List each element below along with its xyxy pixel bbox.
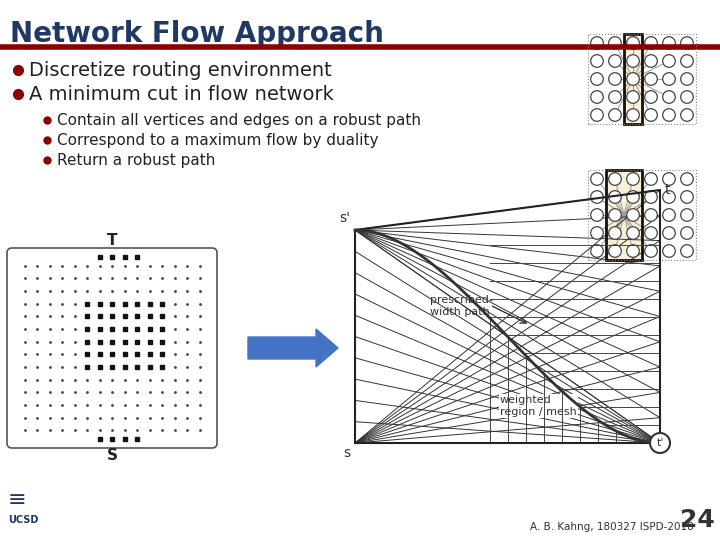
Bar: [606, 170, 642, 260]
Circle shape: [590, 109, 603, 122]
Circle shape: [626, 227, 639, 239]
Text: 24: 24: [680, 508, 715, 532]
Circle shape: [644, 37, 657, 49]
Circle shape: [662, 55, 675, 68]
Text: T: T: [107, 233, 117, 248]
Text: UCSD: UCSD: [8, 515, 38, 525]
Circle shape: [680, 109, 693, 122]
Circle shape: [626, 191, 639, 203]
Bar: [624, 34, 642, 124]
Circle shape: [608, 91, 621, 103]
Circle shape: [590, 208, 603, 221]
Bar: [606, 170, 642, 260]
Circle shape: [590, 73, 603, 85]
Circle shape: [608, 173, 621, 185]
Circle shape: [644, 55, 657, 68]
Circle shape: [590, 245, 603, 257]
Circle shape: [590, 55, 603, 68]
Text: ≡: ≡: [8, 490, 27, 510]
Circle shape: [644, 227, 657, 239]
Circle shape: [644, 208, 657, 221]
Circle shape: [662, 227, 675, 239]
Circle shape: [644, 73, 657, 85]
Circle shape: [626, 73, 639, 85]
Circle shape: [680, 245, 693, 257]
Circle shape: [608, 73, 621, 85]
Text: s: s: [343, 446, 350, 460]
Circle shape: [608, 191, 621, 203]
Text: prescribed-
width path: prescribed- width path: [430, 295, 493, 316]
Text: Discretize routing environment: Discretize routing environment: [29, 60, 332, 79]
Circle shape: [626, 173, 639, 185]
Circle shape: [608, 37, 621, 49]
Circle shape: [590, 227, 603, 239]
Text: weighted
region / mesh: weighted region / mesh: [500, 395, 577, 416]
Circle shape: [608, 55, 621, 68]
Text: Contain all vertices and edges on a robust path: Contain all vertices and edges on a robu…: [57, 112, 421, 127]
Circle shape: [662, 91, 675, 103]
Circle shape: [662, 208, 675, 221]
Circle shape: [644, 191, 657, 203]
Circle shape: [608, 109, 621, 122]
Circle shape: [626, 55, 639, 68]
Circle shape: [644, 173, 657, 185]
Bar: [588, 170, 696, 260]
Bar: [588, 34, 696, 124]
Circle shape: [644, 91, 657, 103]
Circle shape: [662, 37, 675, 49]
Circle shape: [662, 173, 675, 185]
FancyArrow shape: [248, 329, 338, 367]
Circle shape: [680, 37, 693, 49]
Circle shape: [680, 91, 693, 103]
Circle shape: [626, 245, 639, 257]
Circle shape: [662, 109, 675, 122]
Circle shape: [680, 208, 693, 221]
Circle shape: [626, 37, 639, 49]
Circle shape: [680, 73, 693, 85]
Text: A. B. Kahng, 180327 ISPD-2018: A. B. Kahng, 180327 ISPD-2018: [530, 522, 694, 532]
Circle shape: [626, 91, 639, 103]
Circle shape: [680, 227, 693, 239]
FancyBboxPatch shape: [7, 248, 217, 448]
Circle shape: [608, 245, 621, 257]
Circle shape: [644, 109, 657, 122]
Circle shape: [626, 109, 639, 122]
Text: Network Flow Approach: Network Flow Approach: [10, 20, 384, 48]
Circle shape: [608, 208, 621, 221]
Text: Return a robust path: Return a robust path: [57, 152, 215, 167]
Text: t': t': [656, 438, 664, 448]
Circle shape: [680, 173, 693, 185]
Circle shape: [662, 73, 675, 85]
Circle shape: [590, 37, 603, 49]
Circle shape: [680, 55, 693, 68]
Circle shape: [590, 91, 603, 103]
Circle shape: [626, 208, 639, 221]
Circle shape: [662, 191, 675, 203]
Text: A minimum cut in flow network: A minimum cut in flow network: [29, 84, 334, 104]
Circle shape: [662, 245, 675, 257]
Bar: [624, 34, 642, 124]
Circle shape: [644, 245, 657, 257]
Text: Correspond to a maximum flow by duality: Correspond to a maximum flow by duality: [57, 132, 379, 147]
Text: t: t: [665, 183, 670, 197]
Circle shape: [590, 191, 603, 203]
Text: S: S: [107, 448, 117, 463]
Text: s': s': [339, 211, 350, 225]
Circle shape: [650, 433, 670, 453]
Circle shape: [608, 227, 621, 239]
Circle shape: [590, 173, 603, 185]
Circle shape: [680, 191, 693, 203]
